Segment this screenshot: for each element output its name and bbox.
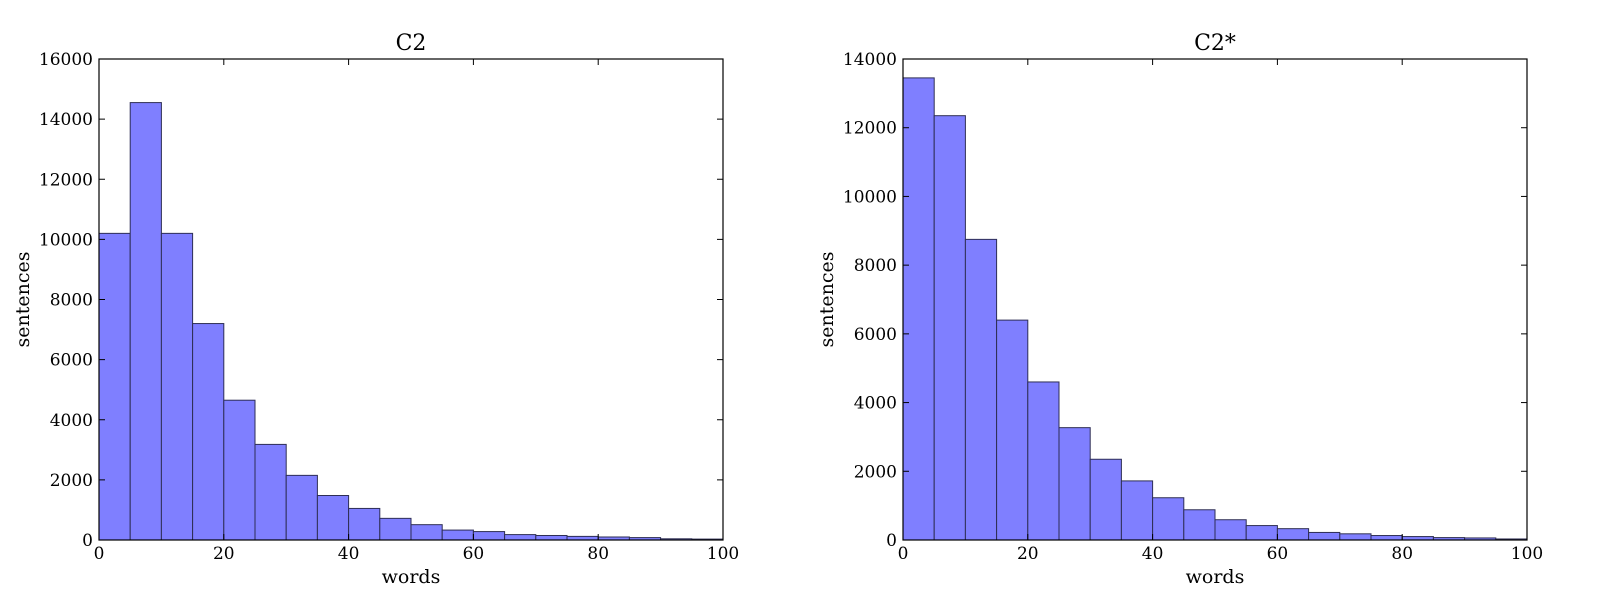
bar-c2-5-10 bbox=[129, 102, 162, 541]
x-tick-label-c2-20: 20 bbox=[213, 544, 235, 564]
y-ticks-c2-star: 0 2000 4000 6000 8000 10000 12000 14000 bbox=[843, 50, 1527, 551]
x-tick-label-c2-100: 100 bbox=[707, 544, 739, 564]
y-tick-label-c2-10000: 10000 bbox=[39, 230, 93, 250]
bar-c2-star-45-50 bbox=[1183, 509, 1216, 541]
bar-c2-star-55-60 bbox=[1245, 525, 1278, 541]
bar-c2-60-65 bbox=[472, 531, 506, 541]
histogram-panel-c2: 0 2000 4000 6000 8000 10000 12000 14000 16000 0 2… bbox=[12, 31, 739, 588]
bar-c2-star-20-25 bbox=[1027, 381, 1060, 541]
y-tick-label-c2-4000: 4000 bbox=[50, 411, 93, 431]
y-tick-label-c2-star-8000: 8000 bbox=[854, 256, 897, 276]
bar-c2-star-30-35 bbox=[1089, 458, 1122, 541]
chart-title-c2: C2 bbox=[396, 31, 427, 56]
y-axis-label-c2: sentences bbox=[12, 252, 34, 348]
bar-c2-15-20 bbox=[192, 323, 225, 541]
bar-c2-65-70 bbox=[504, 534, 537, 541]
y-tick-label-c2-star-14000: 14000 bbox=[843, 50, 897, 70]
bar-c2-55-60 bbox=[441, 529, 474, 541]
y-tick-label-c2-star-6000: 6000 bbox=[854, 325, 897, 345]
bar-c2-star-35-40 bbox=[1120, 480, 1154, 541]
y-tick-label-c2-star-10000: 10000 bbox=[843, 187, 897, 207]
bar-c2-70-75 bbox=[535, 534, 568, 541]
histogram-panel-c2-star: 0 2000 4000 6000 8000 10000 12000 14000 0 20 40 60… bbox=[816, 31, 1543, 588]
x-ticks-c2: 0 20 40 60 80 100 bbox=[94, 59, 739, 564]
bar-c2-star-65-70 bbox=[1308, 531, 1341, 541]
x-tick-label-c2-star-60: 60 bbox=[1267, 544, 1289, 564]
y-tick-label-c2-star-4000: 4000 bbox=[854, 394, 897, 414]
bar-c2-50-55 bbox=[410, 524, 443, 541]
y-tick-label-c2-2000: 2000 bbox=[50, 471, 93, 491]
y-tick-label-c2-14000: 14000 bbox=[39, 110, 93, 130]
x-axis-label-c2-star: words bbox=[1186, 566, 1245, 588]
bars-c2 bbox=[98, 102, 724, 541]
bar-c2-0-5 bbox=[98, 232, 131, 541]
y-tick-label-c2-8000: 8000 bbox=[50, 291, 93, 311]
bar-c2-star-15-20 bbox=[996, 319, 1029, 541]
bar-c2-star-0-5 bbox=[902, 77, 935, 541]
bar-c2-10-15 bbox=[160, 232, 194, 541]
bar-c2-25-30 bbox=[254, 443, 287, 541]
y-tick-label-c2-16000: 16000 bbox=[39, 50, 93, 70]
y-ticks-c2: 0 2000 4000 6000 8000 10000 12000 14000 16000 bbox=[39, 50, 723, 551]
x-tick-label-c2-star-40: 40 bbox=[1142, 544, 1164, 564]
y-tick-label-c2-star-12000: 12000 bbox=[843, 119, 897, 139]
bar-c2-20-25 bbox=[223, 399, 256, 541]
bar-c2-30-35 bbox=[285, 474, 318, 541]
y-tick-label-c2-star-0: 0 bbox=[886, 531, 897, 551]
y-tick-label-c2-12000: 12000 bbox=[39, 170, 93, 190]
y-tick-label-c2-0: 0 bbox=[82, 531, 93, 551]
x-tick-label-c2-star-20: 20 bbox=[1017, 544, 1039, 564]
bar-c2-star-40-45 bbox=[1152, 497, 1185, 541]
x-ticks-c2-star: 0 20 40 60 80 100 bbox=[898, 59, 1543, 564]
bar-c2-star-70-75 bbox=[1339, 533, 1372, 541]
bar-c2-45-50 bbox=[379, 517, 412, 541]
x-tick-label-c2-star-0: 0 bbox=[898, 544, 909, 564]
x-tick-label-c2-40: 40 bbox=[338, 544, 360, 564]
y-tick-label-c2-6000: 6000 bbox=[50, 351, 93, 371]
y-axis-label-c2-star: sentences bbox=[816, 252, 838, 348]
x-tick-label-c2-star-100: 100 bbox=[1511, 544, 1543, 564]
x-axis-label-c2: words bbox=[382, 566, 441, 588]
bar-c2-star-60-65 bbox=[1276, 528, 1310, 541]
x-tick-label-c2-star-80: 80 bbox=[1391, 544, 1413, 564]
plot-frame-c2-star bbox=[902, 58, 1528, 541]
bar-c2-star-50-55 bbox=[1214, 519, 1247, 541]
bar-c2-35-40 bbox=[316, 495, 350, 541]
bar-c2-40-45 bbox=[348, 507, 381, 541]
x-tick-label-c2-0: 0 bbox=[94, 544, 105, 564]
bar-c2-star-25-30 bbox=[1058, 427, 1091, 541]
chart-title-c2-star: C2* bbox=[1194, 31, 1236, 56]
bar-c2-star-10-15 bbox=[964, 238, 998, 541]
x-tick-label-c2-80: 80 bbox=[587, 544, 609, 564]
y-tick-label-c2-star-2000: 2000 bbox=[854, 462, 897, 482]
x-tick-label-c2-60: 60 bbox=[463, 544, 485, 564]
bar-c2-star-5-10 bbox=[933, 115, 966, 541]
bar-c2-star-75-80 bbox=[1370, 535, 1403, 541]
bars-c2-star bbox=[902, 77, 1528, 541]
